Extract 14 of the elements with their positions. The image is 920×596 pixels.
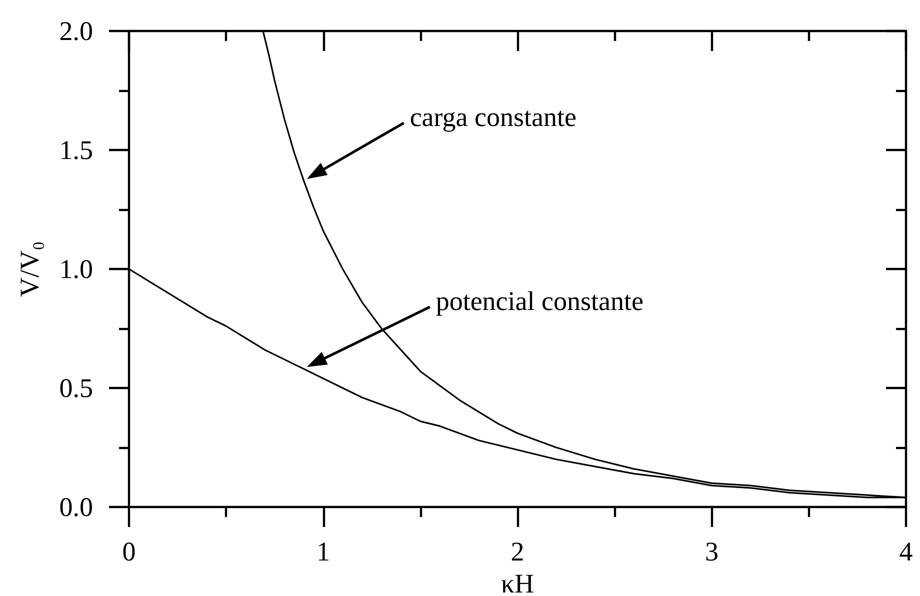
- x-tick-label: 4: [899, 536, 914, 566]
- x-tick-label: 2: [510, 536, 524, 566]
- x-tick-label: 1: [316, 536, 330, 566]
- x-tick-label: 3: [705, 536, 718, 566]
- y-tick-label: 0.5: [59, 373, 93, 403]
- y-tick-label: 1.5: [59, 135, 93, 165]
- x-tick-label: 0: [122, 536, 136, 566]
- annotation: carga constante: [410, 102, 577, 132]
- y-tick-label: 0.0: [59, 492, 93, 522]
- annotation: potencial constante: [436, 286, 644, 316]
- y-tick-label: 2.0: [59, 16, 93, 46]
- y-axis-title: V/V₀: [14, 241, 44, 297]
- x-axis-title: κH: [500, 568, 534, 596]
- y-tick-label: 1.0: [59, 254, 93, 284]
